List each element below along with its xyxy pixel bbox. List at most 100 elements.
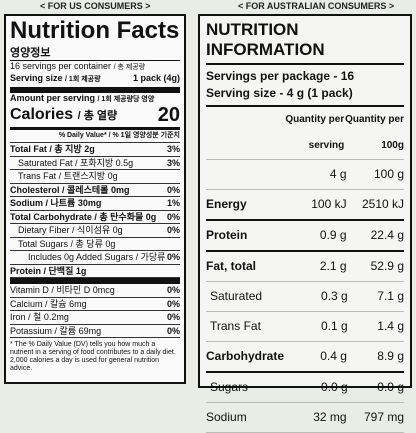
serving-size: Serving size / 1회 제공량 1 pack (4g)	[10, 72, 180, 93]
column-header: Quantity per serving Quantity per 100g	[206, 107, 404, 160]
servings-text: 16 servings per container	[10, 61, 112, 71]
servings: 16 servings per container / 총 제공량	[10, 61, 180, 72]
nutrient-name: Carbohydrate	[206, 349, 285, 363]
per-100g: 2510 kJ	[361, 197, 404, 211]
nutrient: Sodium / 나트륨 30mg	[10, 197, 101, 210]
nutrient-row: Carbohydrate 0.4 g 8.9 g	[206, 342, 404, 373]
nutrient-row: Protein / 단백질 1g	[10, 265, 180, 278]
nutrient-amount: 1g	[75, 265, 87, 276]
nutrient: Includes 0g Added Sugars / 가당류	[10, 251, 165, 264]
nutrient-name: Total Fat / 총 지방	[10, 144, 82, 154]
daily-value: 0%	[166, 325, 180, 336]
nutrient-name: Cholesterol / 콜레스테롤	[10, 184, 109, 195]
nutrient: Vitamin D / 비타민 D 0mcg	[10, 284, 115, 297]
nutrient: Protein / 단백질 1g	[10, 265, 86, 278]
per-100g: 1.4 g	[377, 319, 404, 333]
title-ko: 영양정보	[10, 44, 180, 61]
nutrient: Total Carbohydrate / 총 탄수화물 0g	[10, 211, 156, 224]
nutrient-row: Trans Fat 0.1 g 1.4 g	[206, 312, 404, 342]
nutrient-name: Sugars	[210, 380, 249, 394]
per-100g: 8.9 g	[377, 349, 404, 363]
nutrient-name: Trans Fat / 트랜스지방	[18, 171, 106, 181]
daily-value: 0%	[166, 225, 180, 235]
per-100g: 0.0 g	[377, 380, 404, 394]
serving-size-ko: / 1회 제공량	[65, 76, 101, 83]
per-100g: 7.1 g	[377, 289, 404, 303]
nutrient-name: Sodium	[206, 410, 247, 424]
nutrient: Cholesterol / 콜레스테롤 0mg	[10, 184, 129, 197]
nutrient-row: Protein 0.9 g 22.4 g	[206, 221, 404, 252]
nutrient-row: Sodium / 나트륨 30mg 1%	[10, 197, 180, 211]
nutrient-row: Energy 100 kJ 2510 kJ	[206, 190, 404, 221]
us-label: Nutrition Facts 영양정보 16 servings per con…	[4, 14, 186, 384]
nutrient-name: Potassium / 칼륨	[10, 325, 77, 336]
nutrient-row: 4 g 100 g	[206, 160, 404, 190]
nutrient: Total Fat / 총 지방 2g	[10, 143, 95, 156]
nutrient-rows: 4 g 100 g Energy 100 kJ 2510 kJ Protein 0.9 g 2…	[206, 160, 404, 433]
col1: Quantity per serving	[285, 114, 345, 151]
nutrient: Total Sugars / 총 당류 0g	[10, 238, 115, 251]
nutrient-row: Total Fat / 총 지방 2g 3%	[10, 143, 180, 157]
daily-value: 3%	[166, 157, 180, 168]
nutrient-name: Iron / 철	[10, 312, 42, 322]
servings: Servings per package - 16	[206, 69, 355, 83]
nutrient-amount: 6mg	[69, 298, 87, 309]
nutrient-name: Saturated Fat / 포화지방	[18, 157, 114, 168]
nutrient-row: Potassium / 칼륨 69mg 0%	[10, 325, 180, 338]
nutrient-row: Sugars 0.0 g 0.0 g	[206, 373, 404, 403]
dv-header: % Daily Value* / % 1일 영양성분 기준치	[10, 130, 180, 143]
per-serving: 0.0 g	[321, 380, 348, 394]
col2: Quantity per 100g	[345, 114, 404, 151]
per-100g: 22.4 g	[370, 228, 404, 242]
calories-label: Calories	[10, 105, 74, 123]
nutrient-amount: 0g	[112, 225, 123, 235]
nutrient-name: Protein / 단백질	[10, 265, 74, 276]
nutrient-name: Total Sugars / 총 당류	[18, 238, 103, 249]
nutrient-row: Fat, total 2.1 g 52.9 g	[206, 252, 404, 282]
calories-value: 20	[157, 103, 180, 126]
nutrient-name: Saturated	[210, 289, 263, 303]
servings-ko: / 총 제공량	[113, 64, 146, 71]
nutrient-name	[206, 160, 283, 189]
per-100g: 52.9 g	[370, 259, 404, 273]
nutrient-name: Total Carbohydrate / 총 탄수화물	[10, 211, 144, 222]
nutrient-row: Iron / 철 0.2mg 0%	[10, 311, 180, 325]
daily-value: 0%	[166, 298, 180, 309]
us-heading: < FOR US CONSUMERS >	[40, 1, 151, 11]
per-serving: 0.1 g	[321, 319, 348, 333]
nutrient-name: Energy	[206, 197, 247, 211]
nutrient-amount: 0g	[107, 171, 118, 181]
title: NUTRITION INFORMATION	[206, 20, 404, 65]
nutrient-row: Total Carbohydrate / 총 탄수화물 0g 0%	[10, 211, 180, 224]
daily-value: 0%	[166, 285, 180, 295]
nutrient-row: Total Sugars / 총 당류 0g	[10, 238, 180, 251]
nutrient-rows: Total Fat / 총 지방 2g 3% Saturated Fat / 포화지…	[10, 143, 180, 278]
nutrient-amount: 0.5g	[115, 157, 134, 168]
nutrient-amount: 30mg	[77, 198, 102, 208]
per-serving: 32 mg	[313, 410, 347, 424]
nutrient-amount: 0.2mg	[43, 312, 69, 322]
per-serving: 4 g	[329, 167, 347, 181]
nutrient-amount: 0g	[105, 238, 116, 249]
nutrient-amount: 0g	[145, 211, 157, 222]
nutrient-amount: 0mg	[110, 184, 130, 195]
serving-size-value: 1 pack (4g)	[132, 73, 180, 83]
title: Nutrition Facts	[10, 17, 180, 44]
nutrient: Potassium / 칼륨 69mg	[10, 325, 101, 338]
au-heading: < FOR AUSTRALIAN CONSUMERS >	[238, 1, 395, 11]
nutrient-name: Dietary Fiber / 식이섬유	[18, 225, 111, 235]
daily-value: 3%	[166, 144, 180, 154]
nutrient-name: Vitamin D / 비타민 D	[10, 285, 91, 295]
daily-value: 1%	[166, 198, 180, 208]
per-serving: 0.4 g	[320, 349, 347, 363]
nutrient-row: Dietary Fiber / 식이섬유 0g 0%	[10, 224, 180, 238]
nutrient-name: Includes 0g Added Sugars / 가당류	[28, 252, 166, 262]
per-serving: 100 kJ	[311, 197, 347, 211]
amount-per-serving: Amount per serving / 1회 제공량당 영양	[10, 93, 180, 104]
footnote: * The % Daily Value (DV) tells you how m…	[10, 341, 176, 372]
daily-value: 0%	[166, 252, 180, 262]
serving-size-label: Serving size	[10, 73, 63, 83]
serving-size: Serving size - 4 g (1 pack)	[206, 85, 404, 107]
daily-value: 0%	[166, 211, 180, 222]
nutrient-name: Fat, total	[206, 259, 256, 273]
